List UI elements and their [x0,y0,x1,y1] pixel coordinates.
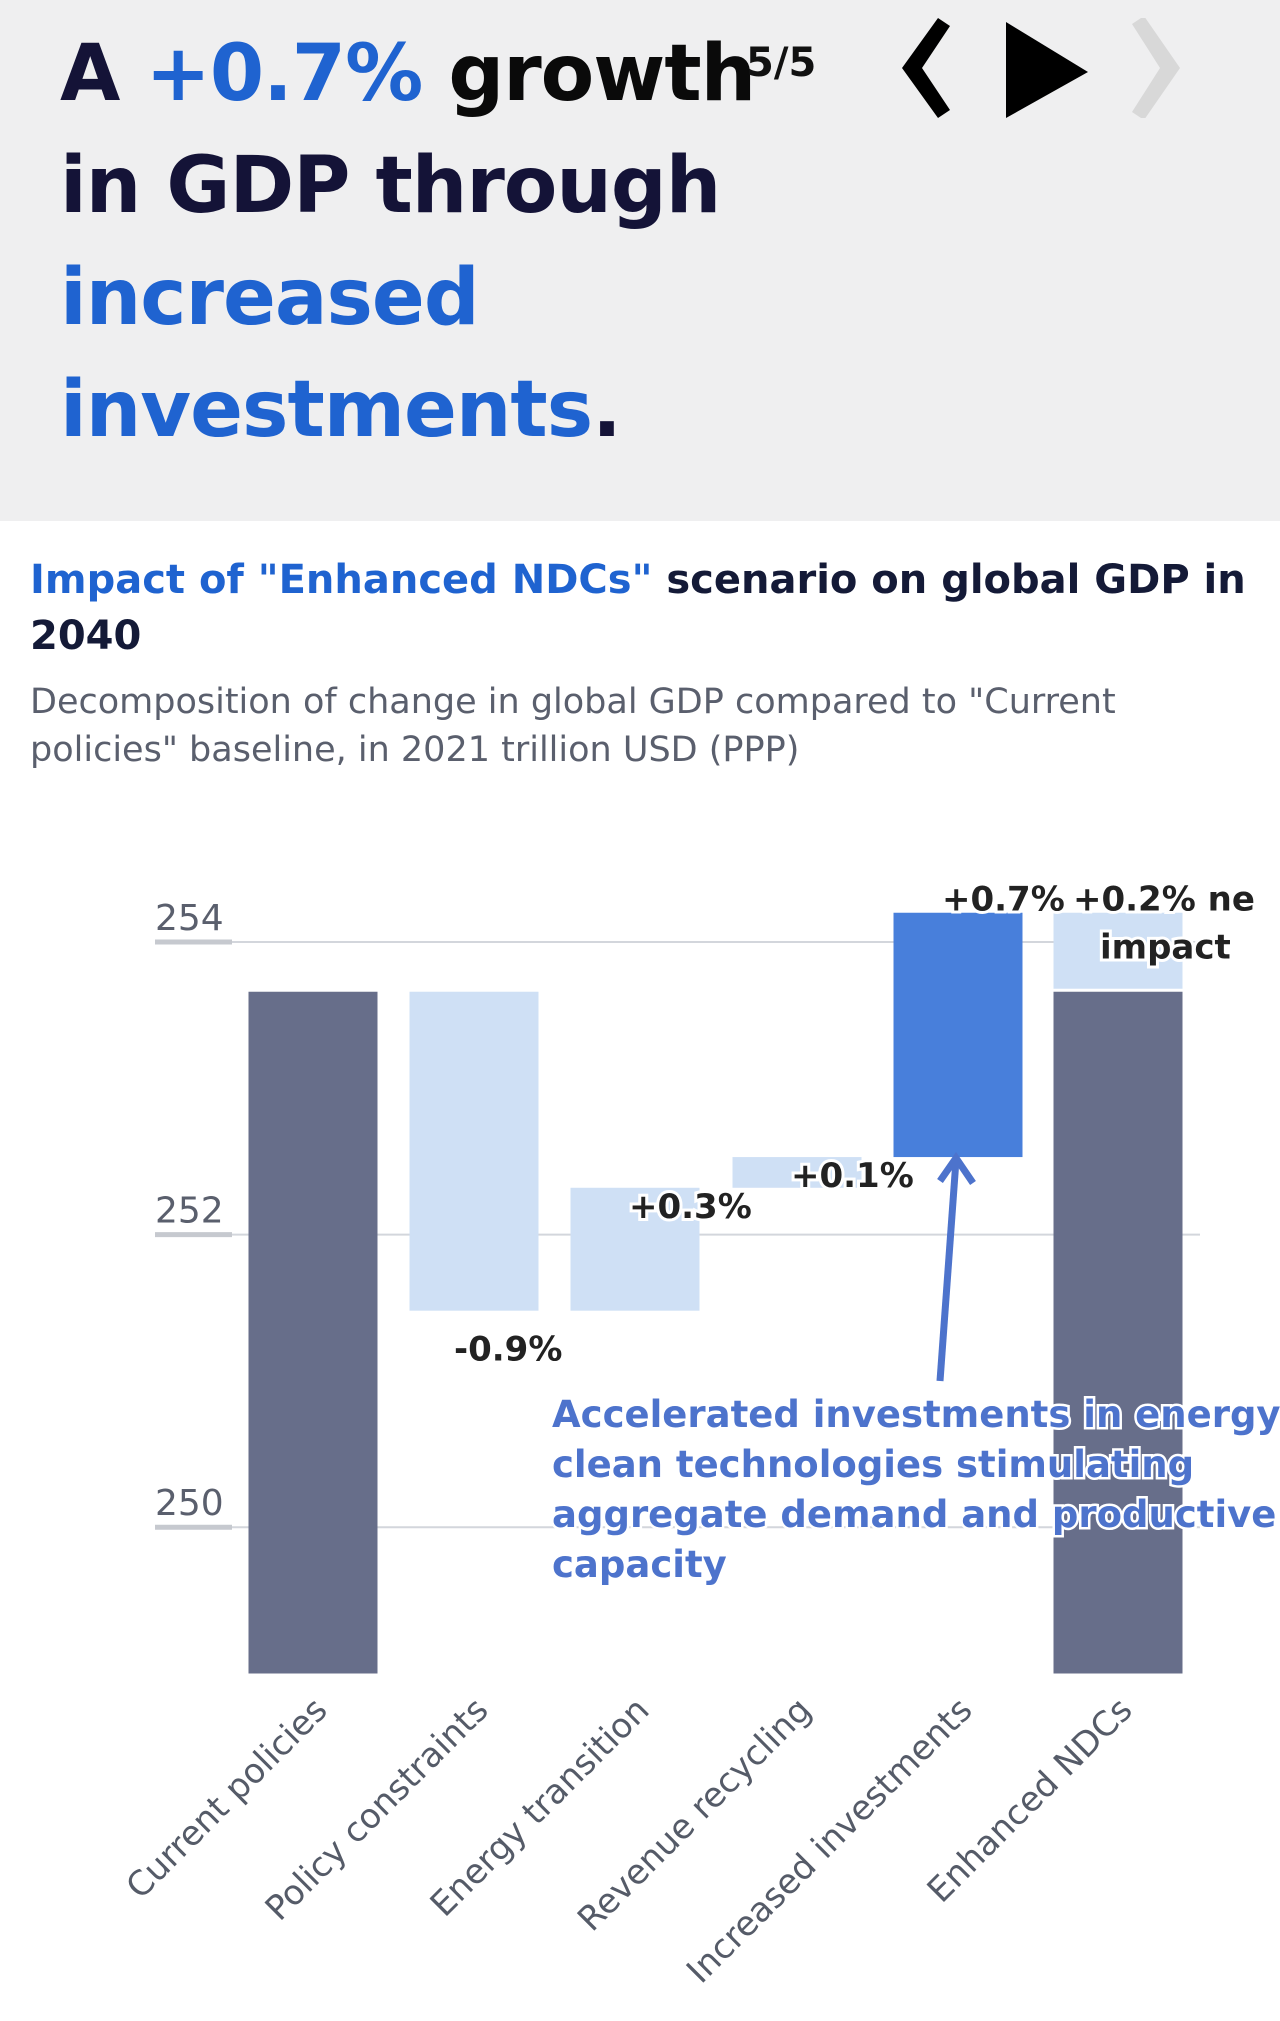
bar-enhanced-ndcs [1053,912,1183,989]
annotation-text: aggregate demand and productive [552,1493,1276,1536]
header-panel: A +0.7% growth in GDP through increased … [0,0,1280,521]
headline-part: growth [422,29,756,119]
chart-title: Impact of "Enhanced NDCs" scenario on gl… [30,552,1250,664]
bar-energy-transition [570,1187,700,1311]
previous-button[interactable] [880,18,970,118]
chart-subtitle: Decomposition of change in global GDP co… [30,682,1116,770]
headline-part: . [592,365,622,455]
headline-part: A [60,29,146,119]
bar-policy-constraints [409,991,539,1311]
annotation-text: Accelerated investments in energy [552,1393,1280,1436]
next-button[interactable] [1122,16,1212,120]
annotation-text: capacity [552,1543,727,1586]
play-icon [1006,22,1088,118]
bar-current-policies [248,991,378,1674]
page-counter: 5/5 [746,40,817,86]
y-tick-label: 254 [155,898,224,939]
y-tick-label: 250 [155,1483,224,1524]
annotation-arrow [936,1159,960,1382]
headline-part: in GDP through [60,141,721,231]
bar-enhanced-ndcs [1053,991,1183,1674]
chevron-left-icon [902,18,950,118]
x-tick-label: Increased investments [679,1690,980,1991]
bar-increased-investments [893,912,1023,1158]
annotation-text: clean technologies stimulating [552,1443,1194,1486]
bar-revenue-recycling [732,1157,862,1188]
chart-title-highlight: Impact of "Enhanced NDCs" [30,557,653,603]
data-label: +0.2% ne [1073,880,1255,920]
data-label: +0.1% [791,1156,914,1196]
chart-title-rest: scenario on global GDP in 2040 [30,557,1246,659]
headline: A +0.7% growth in GDP through increased … [60,18,820,466]
data-label: +0.7% [942,880,1065,920]
y-tick-label: 252 [155,1191,224,1232]
data-label: -0.9% [454,1330,562,1370]
annotation-arrow-head [937,1151,976,1185]
chevron-right-icon [1132,16,1180,120]
play-button[interactable] [1000,18,1090,118]
headline-growth-value: +0.7% [145,29,424,119]
data-label: impact [1100,928,1231,968]
data-label: +0.3% [629,1187,752,1227]
headline-highlight: increased investments [60,253,593,455]
